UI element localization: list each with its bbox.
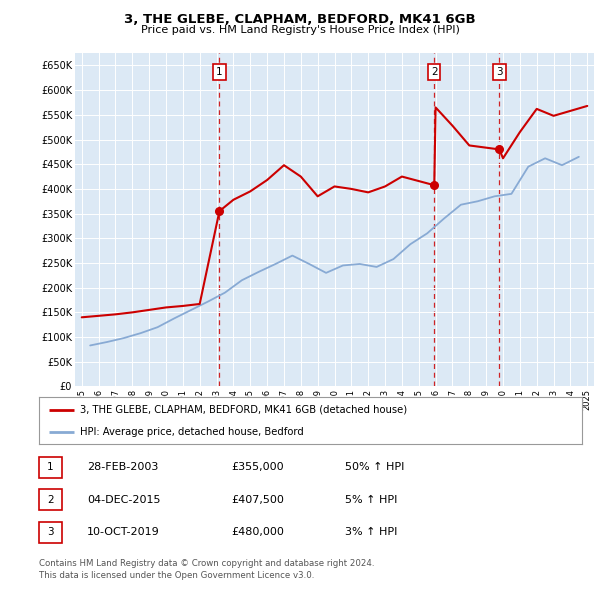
Text: 2: 2 — [431, 67, 437, 77]
Text: 10-OCT-2019: 10-OCT-2019 — [87, 527, 160, 537]
Text: 3: 3 — [47, 527, 54, 537]
Text: £480,000: £480,000 — [231, 527, 284, 537]
Text: £407,500: £407,500 — [231, 495, 284, 504]
Text: 50% ↑ HPI: 50% ↑ HPI — [345, 463, 404, 472]
Text: 3% ↑ HPI: 3% ↑ HPI — [345, 527, 397, 537]
Text: 2: 2 — [47, 495, 54, 504]
Text: 5% ↑ HPI: 5% ↑ HPI — [345, 495, 397, 504]
Text: Contains HM Land Registry data © Crown copyright and database right 2024.
This d: Contains HM Land Registry data © Crown c… — [39, 559, 374, 580]
Text: 1: 1 — [216, 67, 223, 77]
Text: £355,000: £355,000 — [231, 463, 284, 472]
Text: 3: 3 — [496, 67, 503, 77]
Text: 3, THE GLEBE, CLAPHAM, BEDFORD, MK41 6GB (detached house): 3, THE GLEBE, CLAPHAM, BEDFORD, MK41 6GB… — [80, 405, 407, 415]
Text: 04-DEC-2015: 04-DEC-2015 — [87, 495, 161, 504]
Text: Price paid vs. HM Land Registry's House Price Index (HPI): Price paid vs. HM Land Registry's House … — [140, 25, 460, 35]
Text: 1: 1 — [47, 463, 54, 472]
Text: 3, THE GLEBE, CLAPHAM, BEDFORD, MK41 6GB: 3, THE GLEBE, CLAPHAM, BEDFORD, MK41 6GB — [124, 13, 476, 26]
Text: HPI: Average price, detached house, Bedford: HPI: Average price, detached house, Bedf… — [80, 428, 304, 437]
Text: 28-FEB-2003: 28-FEB-2003 — [87, 463, 158, 472]
